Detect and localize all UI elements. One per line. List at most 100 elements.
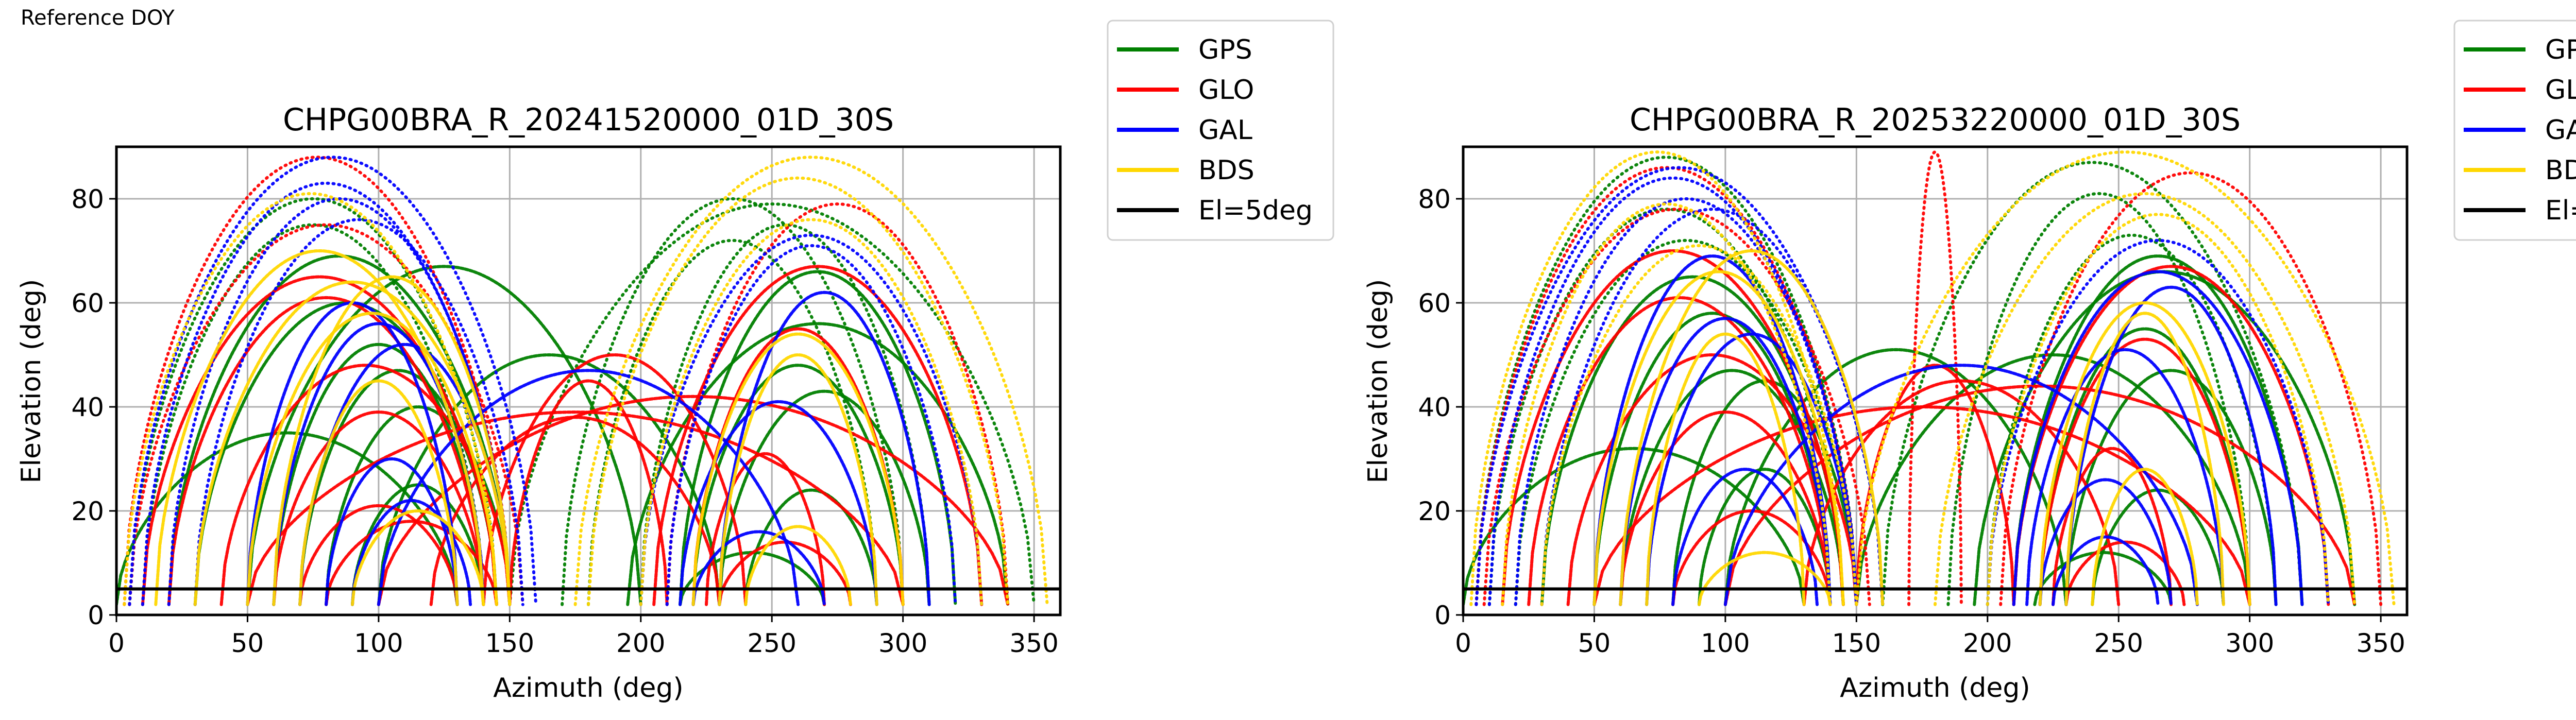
track-gps xyxy=(679,270,957,606)
x-tick-label: 50 xyxy=(1578,628,1611,658)
track-glo xyxy=(123,156,512,606)
track-glo xyxy=(2038,337,2251,606)
legend-label: GAL xyxy=(2545,115,2576,146)
track-gps xyxy=(246,265,642,606)
y-tick-label: 40 xyxy=(71,392,104,422)
satellite-tracks xyxy=(1463,150,2396,606)
legend-label: GPS xyxy=(1198,35,1252,65)
track-gal xyxy=(2052,535,2160,606)
track-gps xyxy=(587,238,878,606)
track-bds xyxy=(2038,301,2251,606)
track-bds xyxy=(1592,270,1845,606)
track-glo xyxy=(1501,249,1845,606)
track-gal xyxy=(128,156,538,606)
legend-label: BDS xyxy=(2545,155,2576,186)
track-gps xyxy=(1514,238,1858,606)
x-tick-label: 350 xyxy=(1009,628,1058,658)
track-bds xyxy=(2064,312,2225,606)
x-tick-label: 0 xyxy=(108,628,125,658)
track-gal xyxy=(1592,254,1832,606)
x-tick-label: 150 xyxy=(1832,628,1881,658)
y-tick-label: 0 xyxy=(1434,601,1451,630)
track-bds xyxy=(1855,150,2396,606)
track-bds xyxy=(691,332,905,606)
track-bds xyxy=(718,353,878,606)
track-gal xyxy=(2038,478,2173,606)
track-gal xyxy=(1619,317,1832,606)
track-gal xyxy=(691,530,826,606)
x-tick-label: 200 xyxy=(1963,628,2012,658)
track-bds xyxy=(193,280,512,606)
y-axis-label: Elevation (deg) xyxy=(1363,279,1394,484)
x-tick-label: 50 xyxy=(231,628,264,658)
track-gps xyxy=(1475,156,1858,606)
legend-label: El=5deg xyxy=(1198,195,1313,226)
track-bds xyxy=(1619,249,1885,606)
track-bds xyxy=(154,249,485,606)
track-glo xyxy=(705,452,826,606)
track-gal xyxy=(1645,332,1858,606)
track-gal xyxy=(1671,468,1819,606)
track-bds xyxy=(1698,551,1832,606)
track-gal xyxy=(1986,238,2330,606)
y-axis-label: Elevation (deg) xyxy=(16,279,47,484)
track-gps xyxy=(2038,327,2251,606)
track-gps xyxy=(2064,369,2278,606)
x-tick-label: 150 xyxy=(485,628,534,658)
track-gps xyxy=(1946,192,2251,606)
x-tick-label: 100 xyxy=(1701,628,1750,658)
x-tick-label: 250 xyxy=(2094,628,2143,658)
track-glo xyxy=(325,520,498,606)
track-gal xyxy=(377,369,800,606)
track-glo xyxy=(652,265,984,606)
track-bds xyxy=(744,525,852,606)
plot-area: 0 50 100 150 200 250 300 350 0 20 40 60 80 xyxy=(1418,145,2409,658)
plot-area: 0 50 100 150 200 250 300 350 0 20 40 60 80 xyxy=(71,145,1062,658)
legend-label: GLO xyxy=(2545,75,2576,106)
legend-label: GAL xyxy=(1198,115,1252,146)
track-gps xyxy=(377,353,721,606)
track-glo xyxy=(1619,410,1832,606)
track-bds xyxy=(1469,150,1845,606)
track-gps xyxy=(744,488,878,606)
track-gal xyxy=(1487,176,1858,606)
track-gps xyxy=(1855,353,2251,606)
track-glo xyxy=(1723,384,2357,606)
track-gps xyxy=(508,202,1036,606)
track-gps xyxy=(2012,254,2304,606)
track-gps xyxy=(116,431,459,606)
track-gal xyxy=(718,290,931,606)
y-tick-label: 20 xyxy=(1418,496,1451,526)
legend-label: El=5deg xyxy=(2545,195,2576,226)
legend-label: GPS xyxy=(2545,35,2576,65)
y-tick-label: 20 xyxy=(71,496,104,526)
x-tick-label: 0 xyxy=(1455,628,1471,658)
track-bds xyxy=(573,156,1049,606)
track-bds xyxy=(2091,468,2199,606)
x-axis-label: Azimuth (deg) xyxy=(1840,673,2030,704)
track-glo xyxy=(272,410,485,606)
track-gps xyxy=(1698,468,1832,606)
legend: GPS GLO GAL BDS El=5deg xyxy=(2453,20,2576,241)
track-bds xyxy=(1645,332,1806,606)
y-tick-label: 40 xyxy=(1418,392,1451,422)
track-glo xyxy=(1482,208,1871,606)
track-glo xyxy=(377,395,1010,606)
legend-label: BDS xyxy=(1198,155,1255,186)
track-gal xyxy=(1514,197,1858,606)
track-bds xyxy=(1934,192,2357,606)
y-tick-label: 0 xyxy=(88,601,104,630)
y-tick-label: 80 xyxy=(71,184,104,214)
track-glo xyxy=(298,504,459,606)
y-tick-label: 60 xyxy=(1418,288,1451,318)
axes-frame xyxy=(1462,145,2409,616)
satellite-tracks xyxy=(116,156,1049,606)
track-bds xyxy=(298,379,459,606)
legend: GPS GLO GAL BDS El=5deg xyxy=(1107,20,1334,241)
x-tick-label: 100 xyxy=(354,628,403,658)
track-glo xyxy=(246,410,905,606)
track-gal xyxy=(1540,208,1885,606)
track-glo xyxy=(1907,150,1963,606)
x-tick-label: 300 xyxy=(878,628,927,658)
